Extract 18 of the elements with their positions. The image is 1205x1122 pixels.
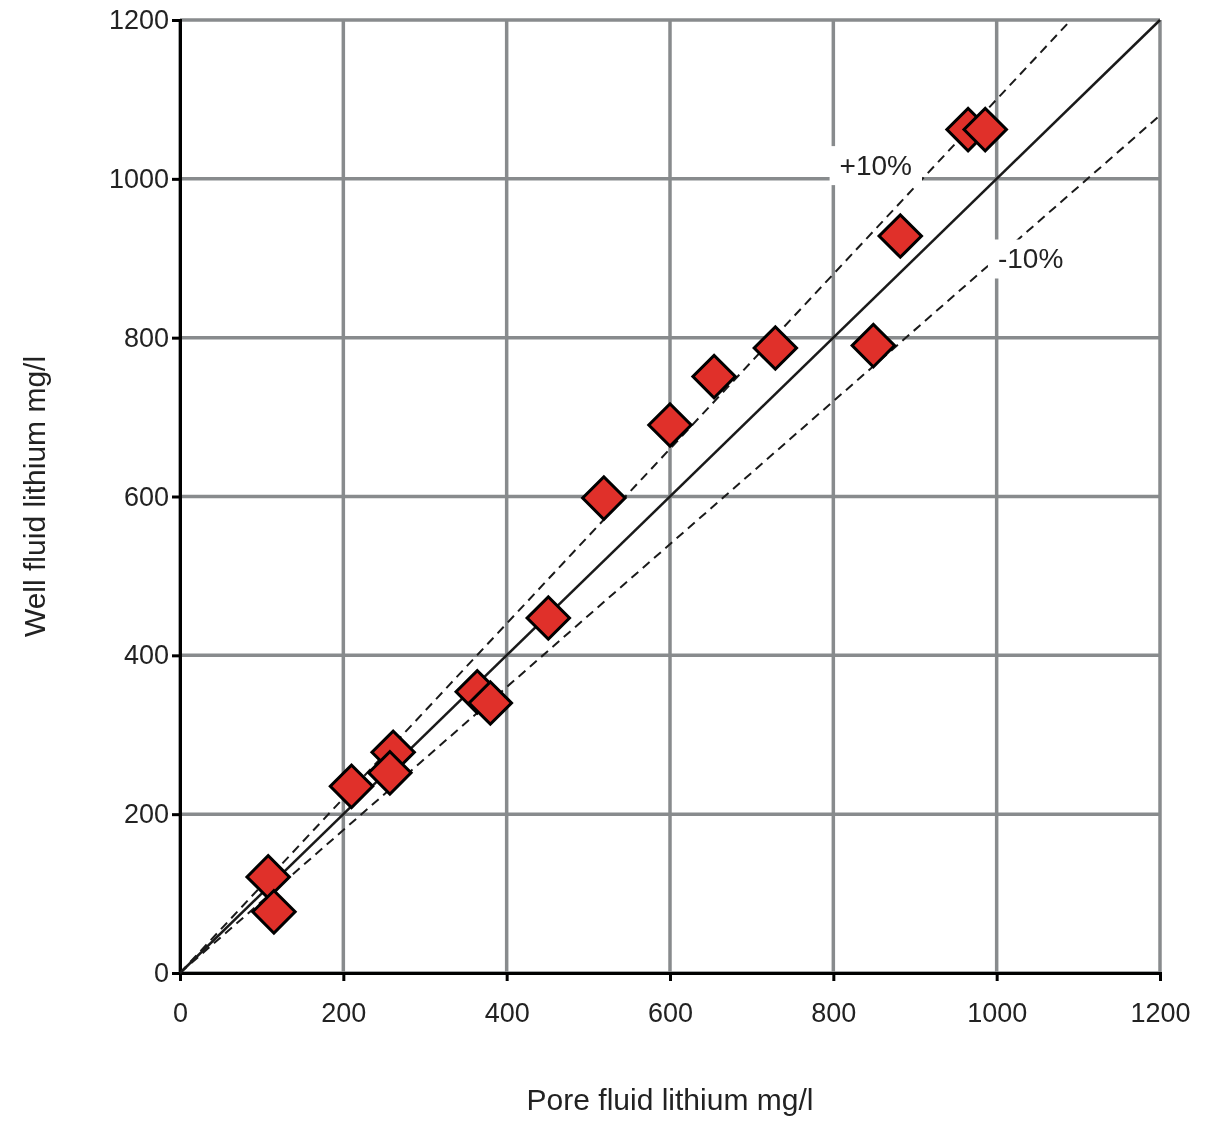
x-tick-label: 0 [172,997,189,1028]
x-tick-label: 800 [811,997,857,1028]
y-tick-label: 400 [123,640,169,671]
annotation: -10% [997,243,1064,275]
y-axis-title: Well fluid lithium mg/l [18,355,51,638]
y-tick-label: 600 [123,481,169,512]
x-tick-label: 600 [647,997,694,1028]
y-tick-label: 200 [123,799,169,830]
y-tick-label: 1000 [108,163,169,194]
y-tick-label: 800 [123,322,169,353]
x-tick-label: 200 [321,997,367,1028]
y-tick-label: 0 [153,958,169,989]
annotation: +10% [839,150,912,182]
x-axis-title: Pore fluid lithium mg/l [526,1083,814,1116]
x-tick-label: 400 [484,997,530,1028]
y-tick-label: 1200 [108,5,169,36]
x-tick-label: 1000 [967,997,1028,1028]
x-tick-label: 1200 [1130,997,1191,1028]
